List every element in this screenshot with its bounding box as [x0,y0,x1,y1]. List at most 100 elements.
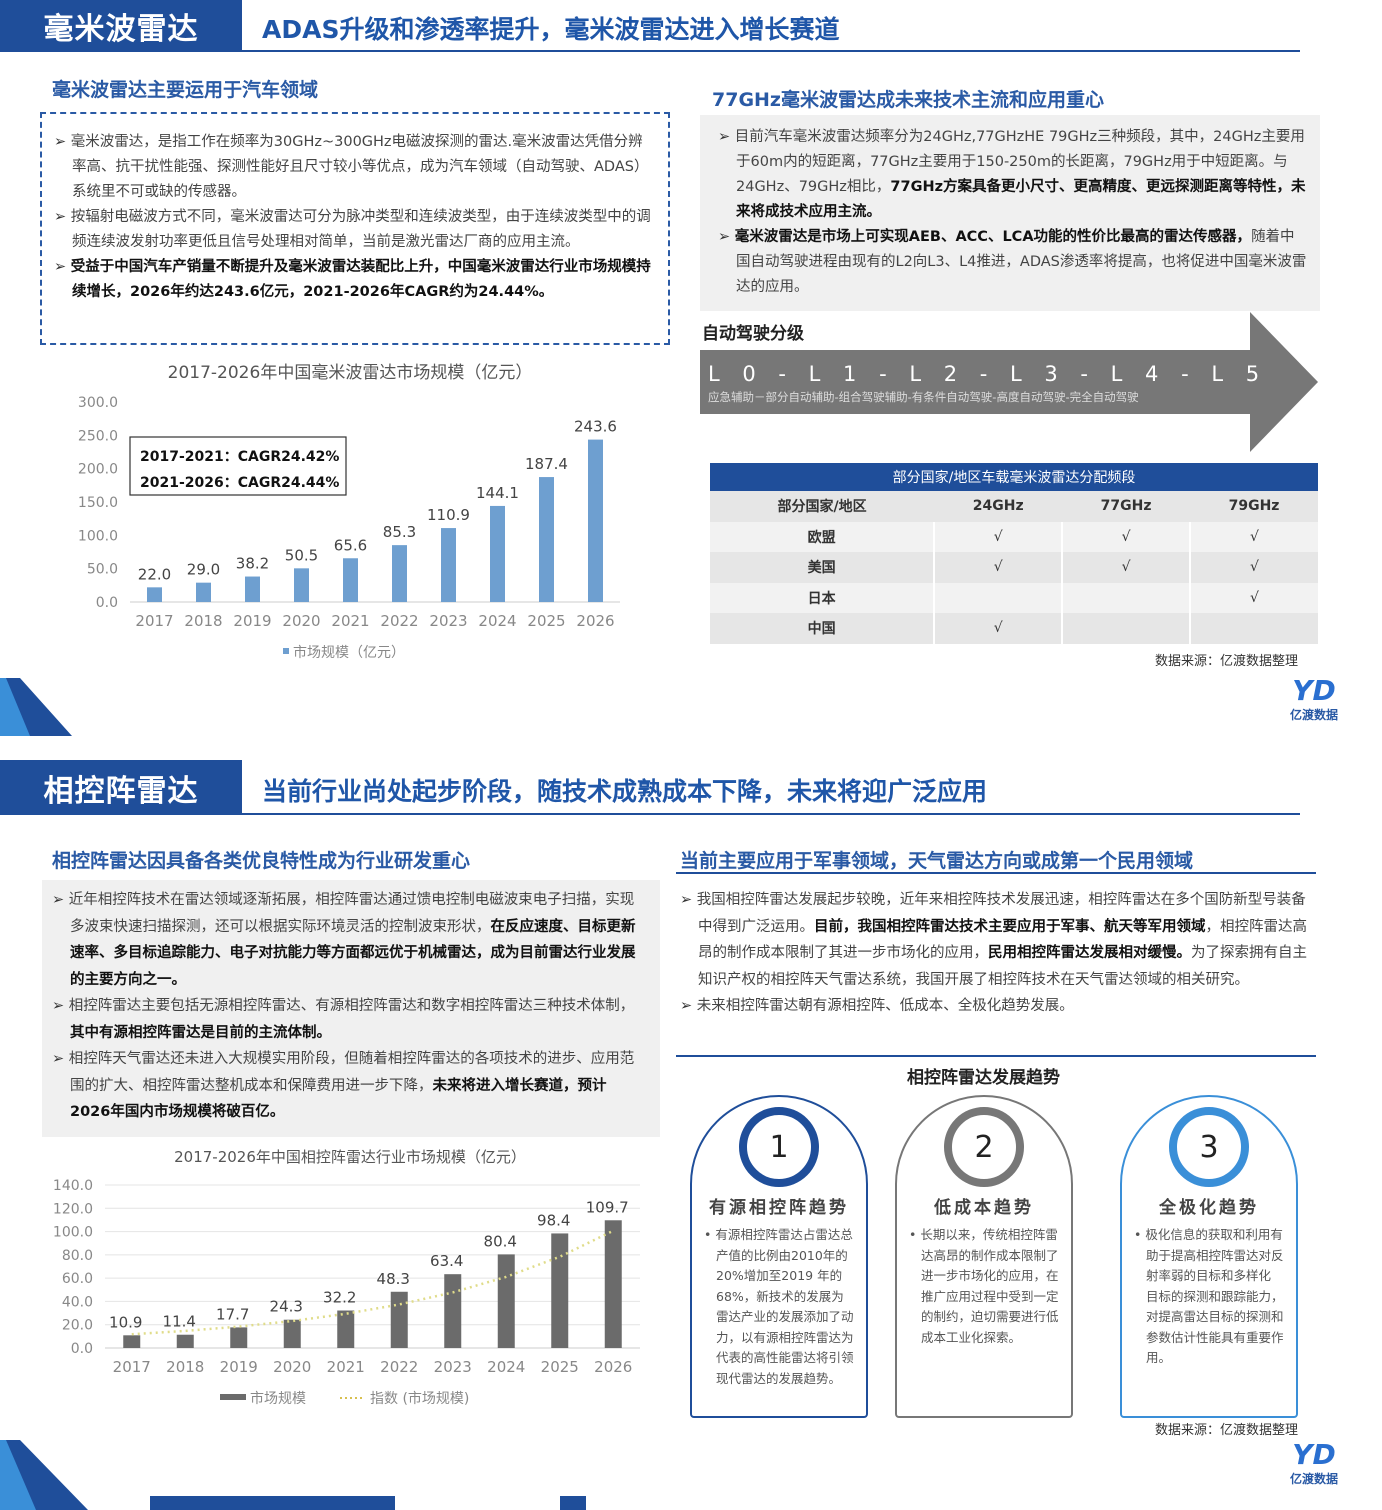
x-tick-label: 2023 [429,612,467,630]
mmwave-market-chart: 2017-2026年中国毫米波雷达市场规模（亿元） 0.0 50.0 100.0 150… [78,363,620,661]
x-tick-label: 2019 [220,1358,258,1376]
table-cell [933,582,1063,613]
bar [230,1327,248,1348]
y-tick-label: 0.0 [71,1341,93,1357]
chart-title: 2017-2026年中国毫米波雷达市场规模（亿元） [168,363,533,383]
legend-swatch [220,1394,246,1400]
right-heading: 当前主要应用于军事领域，天气雷达方向或成第一个民用领域 [680,850,1194,872]
logo: YD 亿渡数据 [1283,676,1345,723]
trend-title: 低成本趋势 [934,1198,1034,1218]
right-heading: 77GHz毫米波雷达成未来技术主流和应用重心 [712,89,1104,111]
corner-decoration [0,678,72,736]
data-label: 48.3 [377,1270,410,1288]
data-label: 187.4 [525,455,568,473]
table-row: 美国 √ √ √ [710,552,1318,583]
left-heading: 相控阵雷达因具备各类优良特性成为行业研发重心 [52,850,471,872]
y-tick-label: 250.0 [78,428,118,444]
table-cell: √ [1189,582,1318,613]
legend-label: 市场规模 [250,1390,306,1407]
table-cell: √ [1189,521,1318,552]
bar [390,1291,408,1348]
x-tick-label: 2020 [273,1358,311,1376]
y-tick-label: 200.0 [78,462,118,478]
header-cell: 77GHz [1100,498,1152,515]
trends-title: 相控阵雷达发展趋势 [907,1068,1060,1088]
trend-text: 极化信息的获取和利用有助于提高相控阵雷达对反射率弱的目标和多样化 目标的探测和跟… [1134,1225,1286,1369]
y-tick-label: 80.0 [62,1248,93,1264]
table-cell: 日本 [807,590,836,607]
table-cell: √ [1189,552,1318,583]
levels-desc: 应急辅助－部分自动辅助-组合驾驶辅助-有条件自动驾驶-高度自动驾驶-完全自动驾驶 [708,390,1139,404]
trend-card: 1 有源相控阵趋势 有源相控阵雷达占雷达总产值的比例由2010年的20%增加至2… [690,1095,868,1418]
trend-line [131,1229,614,1336]
table-cell: √ [1061,521,1191,552]
y-tick-label: 50.0 [87,562,118,578]
table-cell: √ [933,552,1063,583]
bar [283,1319,301,1348]
x-tick-label: 2021 [331,612,369,630]
legend-swatch [283,648,289,654]
x-tick-label: 2018 [184,612,222,630]
bar [337,1310,355,1348]
x-tick-label: 2023 [434,1358,472,1376]
data-label: 80.4 [484,1232,517,1250]
bar [539,477,554,602]
bullet: 我国相控阵雷达发展起步较晚，近年来相控阵技术发展迅速，相控阵雷达在多个国防新型号… [680,887,1315,993]
data-label: 11.4 [163,1313,196,1331]
bar [604,1220,622,1348]
bullet: 毫米波雷达是市场上可实现AEB、ACC、LCA功能的性价比最高的雷达传感器，随着… [718,225,1308,300]
data-label: 10.9 [109,1313,142,1331]
info-box: 目前汽车毫米波雷达频率分为24GHz,77GHzHE 79GHz三种频段，其中，… [700,115,1320,311]
x-tick-label: 2025 [527,612,565,630]
data-label: 243.6 [574,418,617,436]
y-tick-label: 60.0 [62,1271,93,1287]
y-tick-label: 150.0 [78,495,118,511]
bullet: 未来相控阵雷达朝有源相控阵、低成本、全极化趋势发展。 [680,993,1315,1020]
y-tick-label: 20.0 [62,1318,93,1334]
table-row: 欧盟 √ √ √ [710,521,1318,552]
x-tick-label: 2022 [380,612,418,630]
x-tick-label: 2020 [282,612,320,630]
y-tick-label: 40.0 [62,1294,93,1310]
x-tick-label: 2018 [166,1358,204,1376]
annotation: 2021-2026：CAGR24.44% [140,475,339,491]
divider [242,813,1300,815]
section-title: 当前行业尚处起步阶段，随技术成熟成本下降，未来将迎广泛应用 [262,777,988,806]
table-row: 日本 √ [710,582,1318,613]
x-tick-label: 2026 [594,1358,632,1376]
divider [676,1055,1316,1057]
frequency-table: 部分国家/地区车载毫米波雷达分配频段 部分国家/地区 24GHz 77GHz 79GH… [710,463,1318,644]
bullet: 目前汽车毫米波雷达频率分为24GHz,77GHzHE 79GHz三种频段，其中，… [718,125,1308,225]
data-label: 38.2 [236,555,269,573]
table-title: 部分国家/地区车载毫米波雷达分配频段 [710,463,1318,491]
logo-text: 亿渡数据 [1289,708,1338,722]
info-text: 我国相控阵雷达发展起步较晚，近年来相控阵技术发展迅速，相控阵雷达在多个国防新型号… [680,887,1315,1020]
data-label: 85.3 [383,523,416,541]
data-label: 29.0 [187,561,220,579]
x-tick-label: 2017 [135,612,173,630]
phased-array-market-chart: 2017-2026年中国相控阵雷达行业市场规模（亿元） 0.0 20.0 40.0 60… [53,1148,640,1407]
y-tick-label: 100.0 [53,1225,93,1241]
levels: L 0 - L 1 - L 2 - L 3 - L 4 - L 5 [708,362,1265,386]
legend-label: 指数 (市场规模) [370,1390,469,1407]
x-tick-label: 2021 [327,1358,365,1376]
y-tick-label: 140.0 [53,1178,93,1194]
table-cell [1189,613,1318,644]
logo-mark-icon: YD [1292,1438,1336,1471]
section-tag: 相控阵雷达 [0,760,242,815]
x-tick-label: 2022 [380,1358,418,1376]
table-cell: 欧盟 [807,529,836,546]
header-cell: 24GHz [972,498,1024,515]
data-label: 32.2 [323,1289,356,1307]
data-label: 50.5 [285,546,318,564]
chart-title: 2017-2026年中国相控阵雷达行业市场规模（亿元） [174,1148,526,1166]
x-tick-label: 2019 [233,612,271,630]
table-cell [1061,582,1191,613]
table-header: 部分国家/地区 24GHz 77GHz 79GHz [710,491,1318,522]
table-cell: √ [933,521,1063,552]
logo-mark-icon: YD [1292,674,1336,707]
bar [490,505,505,602]
annotation: 2017-2021：CAGR24.42% [140,449,339,465]
annotation-box [129,436,347,496]
data-label: 17.7 [216,1305,249,1323]
